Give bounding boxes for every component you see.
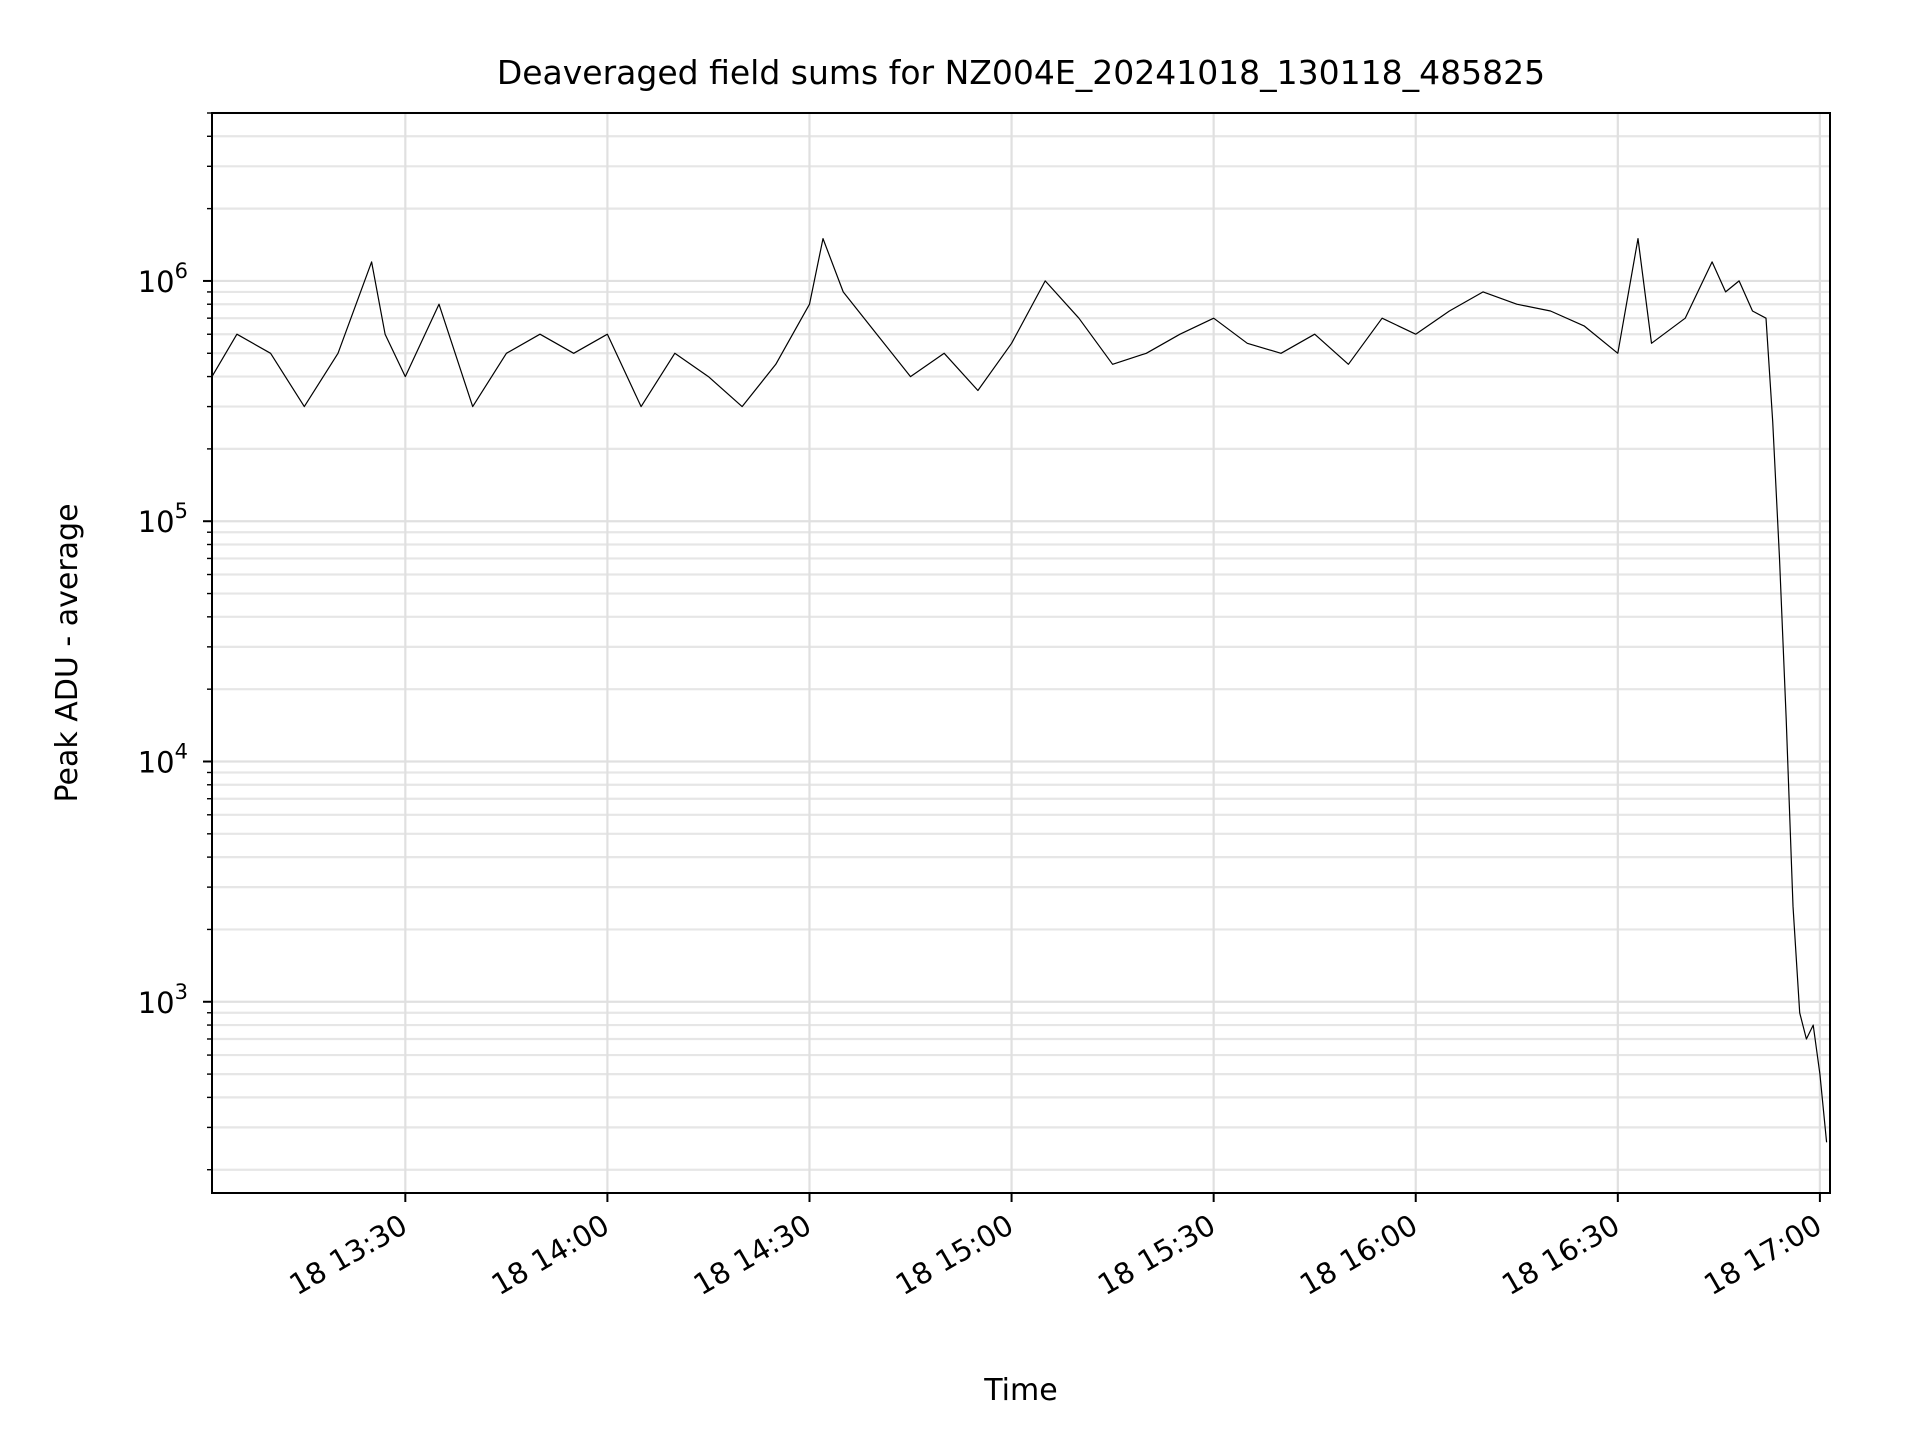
- y-tick-exponent: 6: [175, 259, 188, 283]
- series-layer: [211, 238, 1828, 1143]
- axis-ticks: [203, 112, 1821, 1202]
- series-line: [211, 238, 1828, 1143]
- plot-frame: [211, 112, 1831, 1194]
- y-tick-exponent: 4: [175, 739, 188, 763]
- y-tick-exponent: 5: [175, 499, 188, 523]
- y-tick-base: 10: [138, 745, 175, 779]
- y-axis-label: Peak ADU - average: [50, 503, 85, 802]
- y-tick-label: 106: [138, 259, 188, 299]
- y-tick-base: 10: [138, 265, 175, 299]
- chart-title: Deaveraged field sums for NZ004E_2024101…: [497, 53, 1545, 92]
- y-tick-label: 103: [138, 980, 188, 1020]
- y-tick-label: 104: [138, 739, 188, 779]
- y-tick-base: 10: [138, 505, 175, 539]
- y-tick-base: 10: [138, 986, 175, 1020]
- x-axis-label: Time: [983, 1373, 1057, 1408]
- minor-grid: [212, 111, 1830, 1171]
- y-tick-label: 105: [138, 499, 188, 539]
- major-grid: [212, 113, 1830, 1193]
- y-tick-exponent: 3: [175, 980, 188, 1004]
